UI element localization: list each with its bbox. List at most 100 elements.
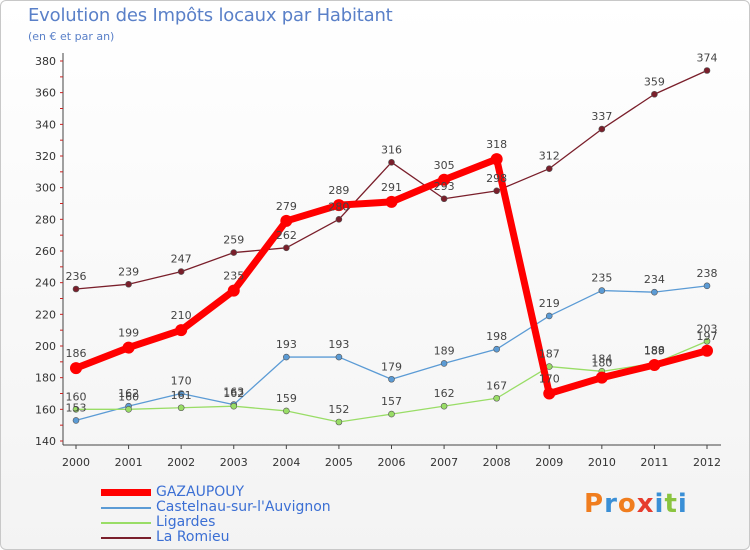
data-point [703,67,711,74]
data-label: 219 [539,297,560,310]
data-label: 161 [171,389,192,402]
data-label: 238 [697,267,718,280]
data-label: 337 [591,110,612,123]
data-point [493,187,500,195]
y-tick-label: 140 [35,435,56,448]
data-point [335,216,343,223]
data-point [72,406,80,413]
y-tick-label: 160 [35,403,56,416]
data-point [177,390,185,397]
data-point [648,359,661,371]
y-tick-label: 320 [35,150,56,163]
data-label: 293 [434,180,455,193]
data-label: 159 [276,392,297,405]
data-label: 234 [644,273,665,286]
data-point [283,407,290,415]
data-point [335,418,343,426]
data-point [227,284,240,297]
x-tick-label: 2001 [115,456,143,469]
y-tick-label: 240 [35,277,56,290]
data-point [701,344,713,357]
x-tick-label: 2006 [378,456,406,469]
data-point [177,404,185,412]
data-point [280,214,293,227]
logo-letter: P [584,489,605,519]
data-point [388,159,395,166]
x-tick-label: 2004 [272,456,300,469]
data-point [438,173,451,186]
data-label: 312 [539,150,560,163]
legend-label-ligardes: Ligardes [156,514,216,530]
data-label: 160 [118,390,139,403]
data-label: 259 [223,234,244,247]
legend-label-la-romieu: La Romieu [156,529,230,545]
logo-letter: o [617,489,637,519]
data-label: 160 [66,390,87,403]
data-label: 162 [118,387,139,400]
data-label: 193 [328,338,349,351]
y-tick-label: 220 [35,308,56,321]
data-label: 305 [434,159,455,172]
x-tick-label: 2012 [693,456,721,469]
x-tick-label: 2008 [483,456,511,469]
data-label: 189 [434,344,455,357]
data-label: 199 [118,327,139,340]
series-line [72,155,711,397]
data-point [703,337,711,345]
logo-letter: r [604,489,618,519]
data-label: 170 [171,375,192,388]
x-tick-label: 2009 [535,456,563,469]
data-label: 239 [118,265,139,278]
legend-swatch-ligardes [101,522,151,524]
data-point [651,90,658,98]
data-point [122,341,135,354]
proxiti-logo: Proxiti [584,489,688,519]
data-point [175,324,188,337]
data-label: 235 [591,272,612,285]
data-point [493,345,500,353]
legend-swatch-castelnau [101,507,151,509]
x-tick-label: 2011 [640,456,668,469]
data-point [440,360,448,367]
data-point [490,153,503,166]
y-tick-label: 260 [35,245,56,258]
x-tick-label: 2010 [588,456,616,469]
data-label: 203 [697,322,718,335]
data-point [385,195,398,208]
data-label: 170 [539,373,560,386]
data-point [440,402,448,410]
data-point [332,199,345,212]
data-label: 316 [381,143,402,156]
data-point [595,371,608,384]
data-label: 153 [66,401,87,414]
data-point [598,287,606,294]
data-point [125,280,132,288]
data-label: 374 [697,52,718,65]
legend-swatch-gazaupouy [101,489,151,496]
data-label: 247 [171,253,192,266]
data-label: 359 [644,75,665,88]
logo-letter: t [664,489,678,519]
chart-title: Evolution des Impôts locaux par Habitant [28,5,393,26]
data-point [651,288,658,296]
data-point [230,402,238,410]
y-tick-label: 360 [35,87,56,100]
data-label: 180 [591,357,612,370]
data-label: 210 [171,309,192,322]
data-label: 318 [486,138,507,151]
logo-letter: i [654,489,665,519]
data-label: 298 [486,172,507,185]
data-label: 167 [486,379,507,392]
data-point [543,387,556,400]
data-label: 152 [328,403,349,416]
data-point [493,394,500,402]
data-label: 188 [644,344,665,357]
data-label: 187 [539,348,560,361]
legend-label-gazaupouy: GAZAUPOUY [156,484,245,500]
chart-subtitle: (en € et par an) [28,30,115,43]
data-label: 162 [434,387,455,400]
y-tick-label: 280 [35,213,56,226]
data-point [388,375,395,383]
